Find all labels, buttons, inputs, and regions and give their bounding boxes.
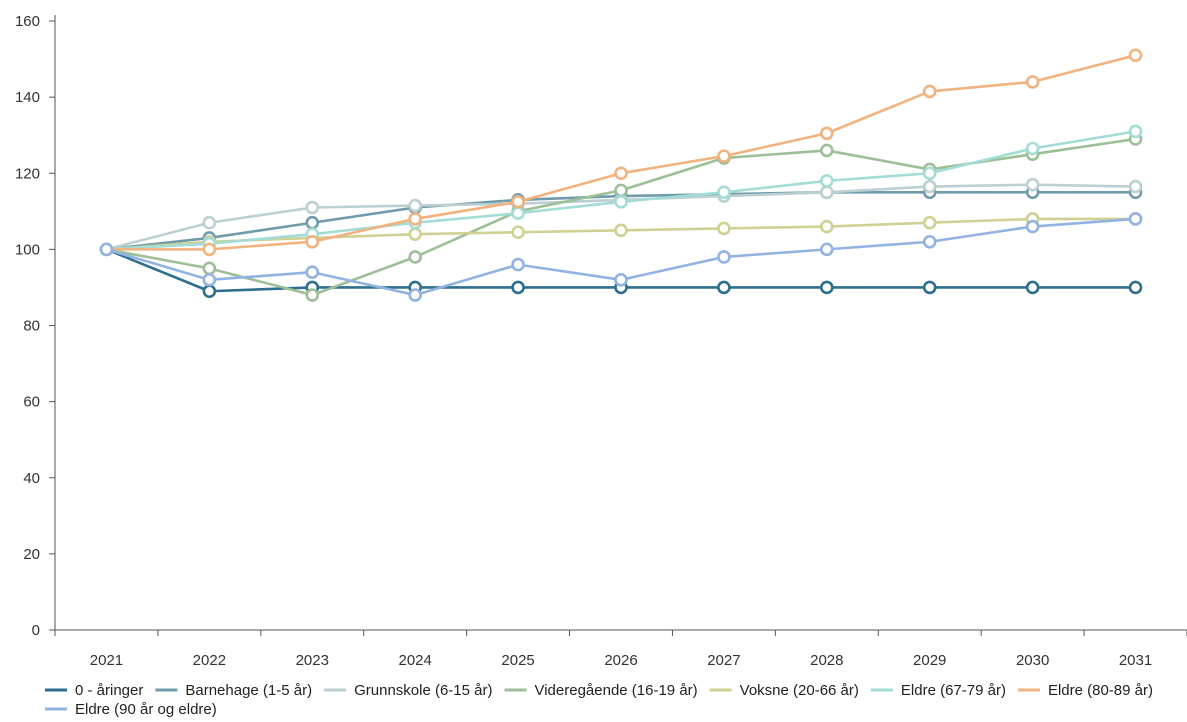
data-point (408, 288, 422, 302)
data-point (1025, 177, 1040, 192)
series-group (99, 48, 1143, 302)
x-tick-label: 2030 (1016, 652, 1049, 669)
series-6 (99, 48, 1143, 257)
data-point (1128, 280, 1143, 295)
data-point (511, 225, 525, 240)
x-tick-label: 2023 (296, 652, 329, 669)
data-point (1025, 75, 1040, 89)
x-axis-ticks: 2021 2022 2023 2024 2025 2026 2027 2028 2029 2030… (54, 630, 1187, 669)
data-point (820, 280, 834, 295)
data-point (305, 265, 320, 280)
data-point (1128, 212, 1143, 226)
data-point (717, 221, 731, 236)
data-point (922, 166, 937, 181)
data-point (922, 215, 937, 230)
data-point (922, 84, 937, 99)
y-tick-label: 120 (15, 165, 40, 182)
data-point (922, 280, 937, 295)
data-point (1128, 124, 1143, 139)
data-point (614, 194, 628, 209)
data-point (305, 288, 320, 302)
series-line (106, 137, 1136, 297)
data-point (202, 242, 217, 257)
data-point (717, 185, 731, 200)
x-tick-label: 2024 (398, 652, 431, 669)
data-point (922, 234, 937, 249)
data-point (99, 242, 114, 257)
data-point (305, 200, 320, 215)
data-point (820, 126, 834, 141)
data-point (511, 206, 525, 221)
data-point (614, 183, 628, 198)
legend: 0 - åringer Barnehage (1-5 år) Grunnskole … (45, 682, 1153, 718)
y-tick-label: 80 (23, 318, 40, 335)
data-point (717, 250, 731, 264)
data-point (511, 194, 525, 209)
data-point (202, 273, 217, 287)
legend-label: Eldre (80-89 år) (1048, 682, 1153, 699)
x-tick-label: 2028 (810, 652, 843, 669)
data-point (1025, 219, 1040, 234)
data-point (202, 284, 217, 299)
y-tick-label: 60 (23, 394, 40, 411)
data-point (820, 143, 834, 158)
axes (54, 15, 1187, 631)
data-point (820, 242, 834, 257)
data-point (1128, 48, 1143, 63)
series-0 (99, 242, 1143, 299)
data-point (305, 215, 320, 230)
data-point (820, 185, 834, 200)
x-tick-label: 2022 (193, 652, 226, 669)
y-tick-label: 20 (23, 546, 40, 563)
data-point (717, 149, 731, 163)
y-axis-ticks: 0 20 40 60 80 100 120 140 160 (15, 13, 55, 639)
data-point (511, 257, 525, 272)
data-point (614, 166, 628, 181)
x-tick-label: 2021 (90, 652, 123, 669)
legend-label: Eldre (67-79 år) (901, 682, 1006, 699)
data-point (1025, 280, 1040, 295)
legend-label: Barnehage (1-5 år) (185, 682, 312, 699)
y-tick-label: 160 (15, 13, 40, 30)
x-tick-label: 2031 (1119, 652, 1152, 669)
data-point (717, 280, 731, 295)
data-point (408, 198, 422, 213)
data-point (922, 179, 937, 194)
data-point (408, 212, 422, 226)
data-point (202, 261, 217, 276)
legend-label: Voksne (20-66 år) (740, 682, 859, 699)
data-point (408, 227, 422, 241)
data-point (202, 215, 217, 230)
data-point (820, 219, 834, 234)
data-point (1025, 141, 1040, 156)
data-point (511, 280, 525, 295)
x-tick-label: 2027 (707, 652, 740, 669)
series-7 (99, 212, 1143, 302)
y-tick-label: 40 (23, 470, 40, 487)
y-tick-label: 0 (32, 622, 40, 639)
legend-label: Videregående (16-19 år) (534, 682, 697, 699)
y-tick-label: 100 (15, 241, 40, 258)
y-tick-label: 140 (15, 89, 40, 106)
legend-label: 0 - åringer (75, 682, 143, 699)
data-point (614, 273, 628, 287)
data-point (820, 174, 834, 188)
data-point (408, 250, 422, 264)
legend-label: Grunnskole (6-15 år) (354, 682, 492, 699)
data-point (1128, 179, 1143, 194)
x-tick-label: 2029 (913, 652, 946, 669)
data-point (305, 234, 320, 249)
legend-label: Eldre (90 år og eldre) (75, 701, 217, 718)
data-point (614, 223, 628, 238)
x-tick-label: 2026 (604, 652, 637, 669)
x-tick-label: 2025 (501, 652, 534, 669)
